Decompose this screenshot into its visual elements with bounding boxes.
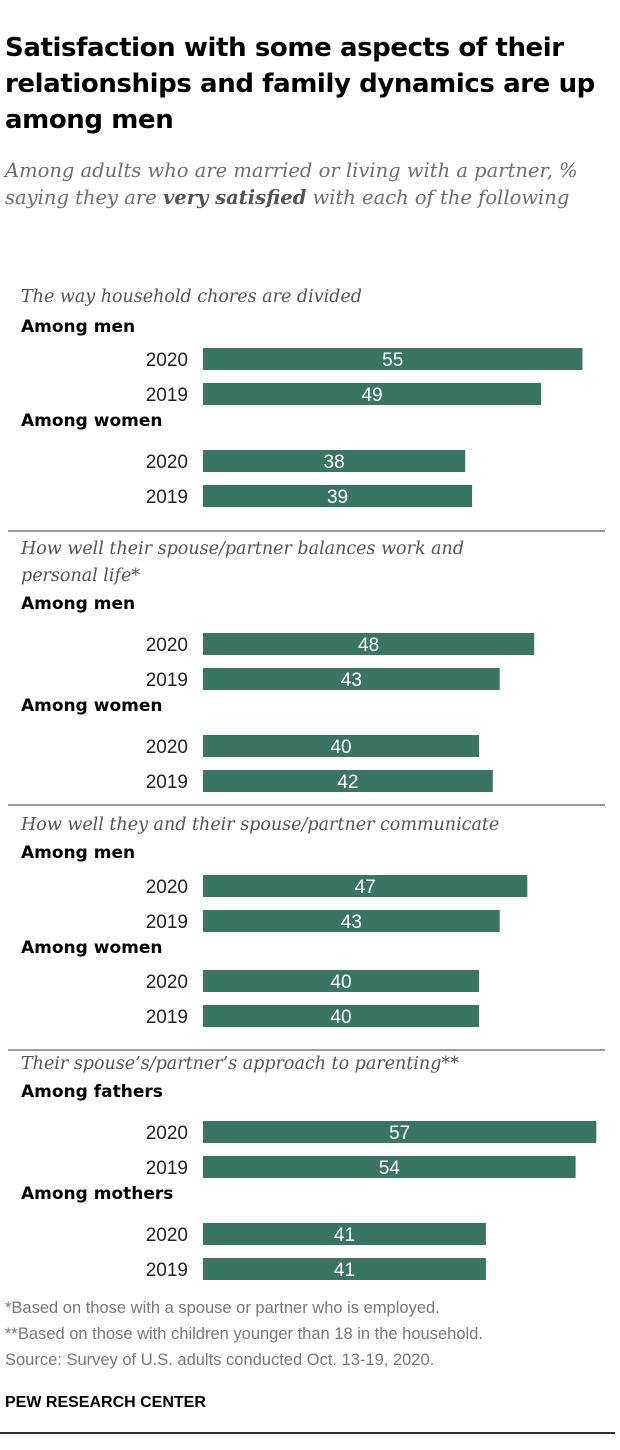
year-label: 2019 xyxy=(146,1007,188,1028)
group-label: Among women xyxy=(21,938,162,958)
bar xyxy=(203,970,479,992)
year-label: 2020 xyxy=(146,737,188,758)
bar xyxy=(203,668,500,690)
bar-value-label: 42 xyxy=(337,772,358,793)
group-label: Among men xyxy=(21,594,135,614)
year-label: 2020 xyxy=(146,972,188,993)
group-label: Among men xyxy=(21,843,135,863)
bar xyxy=(203,770,493,792)
bar-value-label: 40 xyxy=(330,737,351,758)
bar-value-label: 41 xyxy=(334,1260,355,1281)
year-label: 2019 xyxy=(146,670,188,691)
bar-value-label: 40 xyxy=(330,1007,351,1028)
bar xyxy=(203,383,542,405)
bar-value-label: 48 xyxy=(358,635,379,656)
subtitle-emphasis: very satisfied xyxy=(162,186,307,209)
bar xyxy=(203,1223,486,1245)
year-label: 2020 xyxy=(146,452,188,473)
bar xyxy=(203,1156,576,1178)
bar-value-label: 57 xyxy=(389,1123,410,1144)
year-label: 2019 xyxy=(146,1158,188,1179)
footnote-children: **Based on those with children younger t… xyxy=(5,1325,483,1343)
bar xyxy=(203,485,473,507)
bar-value-label: 43 xyxy=(341,912,362,933)
bar-value-label: 41 xyxy=(334,1225,355,1246)
bar xyxy=(203,1005,479,1027)
bar xyxy=(203,1121,597,1143)
bar-value-label: 38 xyxy=(324,452,345,473)
chart-subtitle: Among adults who are married or living w… xyxy=(5,157,610,211)
group-label: Among men xyxy=(21,317,135,337)
bottom-divider xyxy=(0,1432,615,1434)
bar xyxy=(203,735,479,757)
section-title: personal life* xyxy=(21,566,140,586)
year-label: 2020 xyxy=(146,1123,188,1144)
year-label: 2019 xyxy=(146,772,188,793)
subtitle-pre: Among adults who are married or living w… xyxy=(5,159,578,209)
bar-value-label: 47 xyxy=(355,877,376,898)
year-label: 2019 xyxy=(146,1260,188,1281)
year-label: 2020 xyxy=(146,1225,188,1246)
year-label: 2020 xyxy=(146,350,188,371)
bar xyxy=(203,348,583,370)
bar-chart: The way household chores are divided Amon… xyxy=(8,287,605,1281)
bar xyxy=(203,450,466,472)
source-note: Source: Survey of U.S. adults conducted … xyxy=(5,1351,435,1369)
subtitle-post: with each of the following xyxy=(306,186,570,209)
brand-logo-text: PEW RESEARCH CENTER xyxy=(5,1394,206,1411)
chart-title: Satisfaction with some aspects of their … xyxy=(5,33,595,135)
group-label: Among women xyxy=(21,696,162,716)
section-title: How well their spouse/partner balances w… xyxy=(20,539,464,559)
year-label: 2020 xyxy=(146,635,188,656)
bar xyxy=(203,910,500,932)
bar-value-label: 54 xyxy=(379,1158,401,1179)
section-title: The way household chores are divided xyxy=(21,287,362,307)
section-title: Their spouse’s/partner’s approach to par… xyxy=(21,1054,459,1074)
group-label: Among mothers xyxy=(21,1184,173,1204)
year-label: 2019 xyxy=(146,487,188,508)
bar xyxy=(203,875,528,897)
year-label: 2019 xyxy=(146,385,188,406)
bar-value-label: 55 xyxy=(382,350,403,371)
bar-value-label: 39 xyxy=(327,487,348,508)
bar-value-label: 43 xyxy=(341,670,362,691)
year-label: 2019 xyxy=(146,912,188,933)
group-label: Among fathers xyxy=(21,1082,163,1102)
footnotes: *Based on those with a spouse or partner… xyxy=(5,1295,615,1373)
bar-value-label: 49 xyxy=(361,385,382,406)
year-label: 2020 xyxy=(146,877,188,898)
section-title: How well they and their spouse/partner c… xyxy=(20,815,499,835)
bar xyxy=(203,633,535,655)
bar xyxy=(203,1258,486,1280)
bar-value-label: 40 xyxy=(330,972,351,993)
footnote-employed: *Based on those with a spouse or partner… xyxy=(5,1299,440,1317)
group-label: Among women xyxy=(21,411,162,431)
